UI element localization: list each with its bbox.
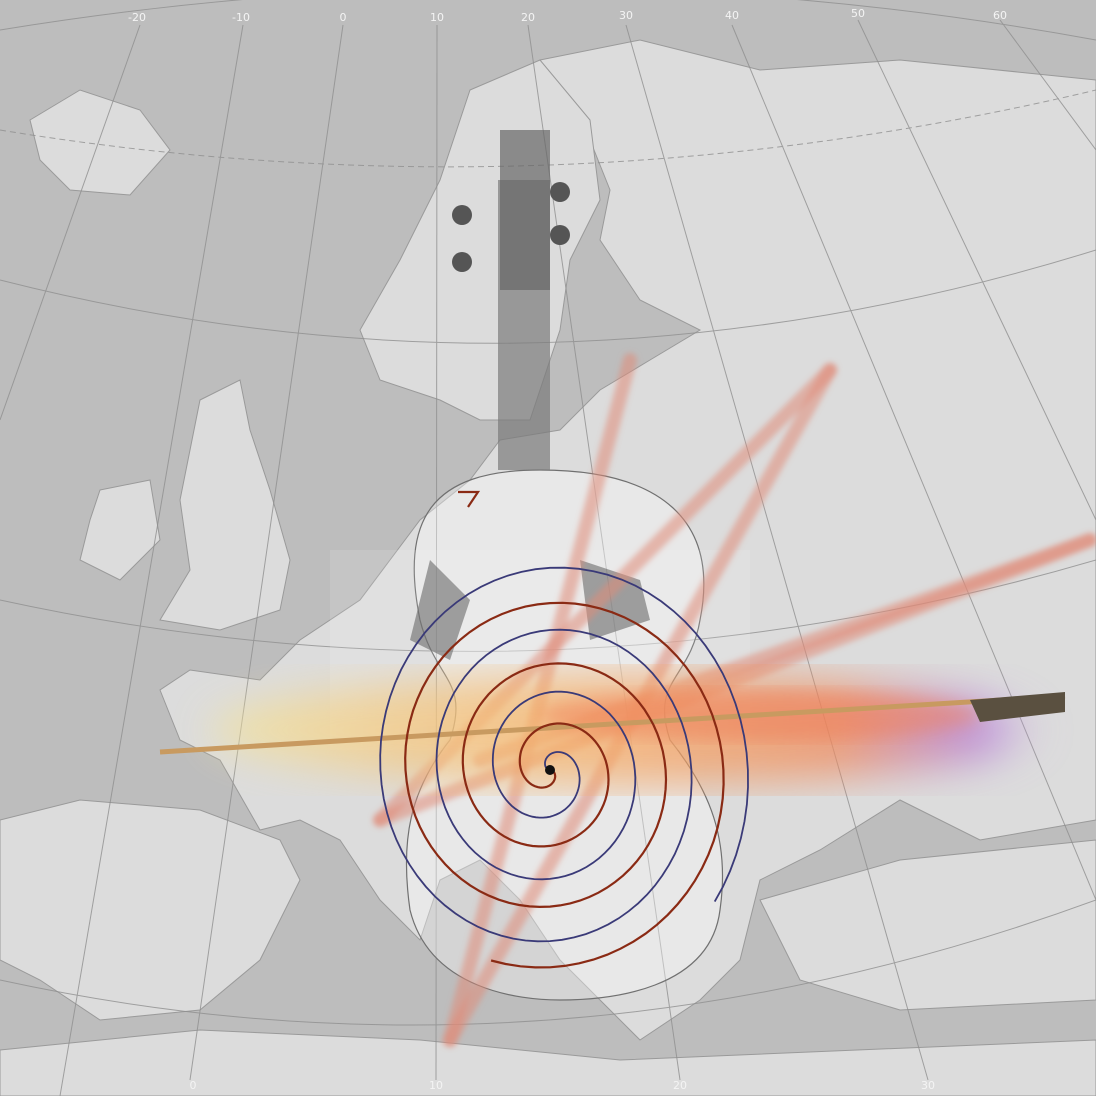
longitude-label: 20 (521, 11, 535, 24)
land (0, 39, 1096, 1096)
longitude-label: 40 (725, 9, 739, 22)
bow-stick (159, 693, 1066, 755)
cello-peg (550, 225, 570, 245)
parallel (0, 0, 1096, 41)
longitude-label: 50 (851, 7, 865, 20)
meridian (731, 24, 1096, 901)
meridian (189, 24, 344, 1081)
cello-peg (550, 182, 570, 202)
parallel (0, 899, 1096, 1026)
bottom-labels: 0 10 20 30 (190, 1079, 936, 1092)
longitude-label: 20 (673, 1079, 687, 1092)
meridian (435, 24, 438, 1081)
arrow-head (458, 490, 481, 508)
continental-europe (159, 39, 1096, 1041)
spiral-blue (379, 566, 749, 943)
longitude-label: -10 (232, 11, 250, 24)
north-africa (0, 1029, 1096, 1096)
iberia (0, 799, 301, 1021)
cello-peg (452, 205, 472, 225)
longitude-label: 10 (429, 1079, 443, 1092)
top-labels: -20 -10 0 10 20 30 40 50 60 (128, 7, 1007, 24)
longitude-label: -20 (128, 11, 146, 24)
longitude-label: 10 (430, 11, 444, 24)
meridian (857, 19, 1096, 521)
f-hole (410, 560, 470, 660)
cello-scroll (500, 130, 550, 290)
spiral-red (404, 601, 725, 969)
longitude-label: 30 (921, 1079, 935, 1092)
meridian (527, 24, 681, 1081)
spiral-center (545, 765, 555, 775)
meridian (625, 24, 929, 1081)
cello-peg (452, 252, 472, 272)
longitude-label: 0 (340, 11, 347, 24)
bow-frog (970, 692, 1065, 722)
great-britain (159, 379, 291, 631)
bow (159, 692, 1066, 755)
meridian (59, 24, 244, 1096)
ireland (79, 479, 161, 581)
iceland (29, 89, 171, 196)
meridian (0, 24, 141, 421)
longitude-label: 30 (619, 9, 633, 22)
longitude-label: 60 (993, 9, 1007, 22)
meridian (999, 19, 1096, 151)
turkey (759, 839, 1096, 1011)
f-hole (580, 560, 650, 640)
cello (330, 130, 750, 1001)
longitude-label: 0 (190, 1079, 197, 1092)
